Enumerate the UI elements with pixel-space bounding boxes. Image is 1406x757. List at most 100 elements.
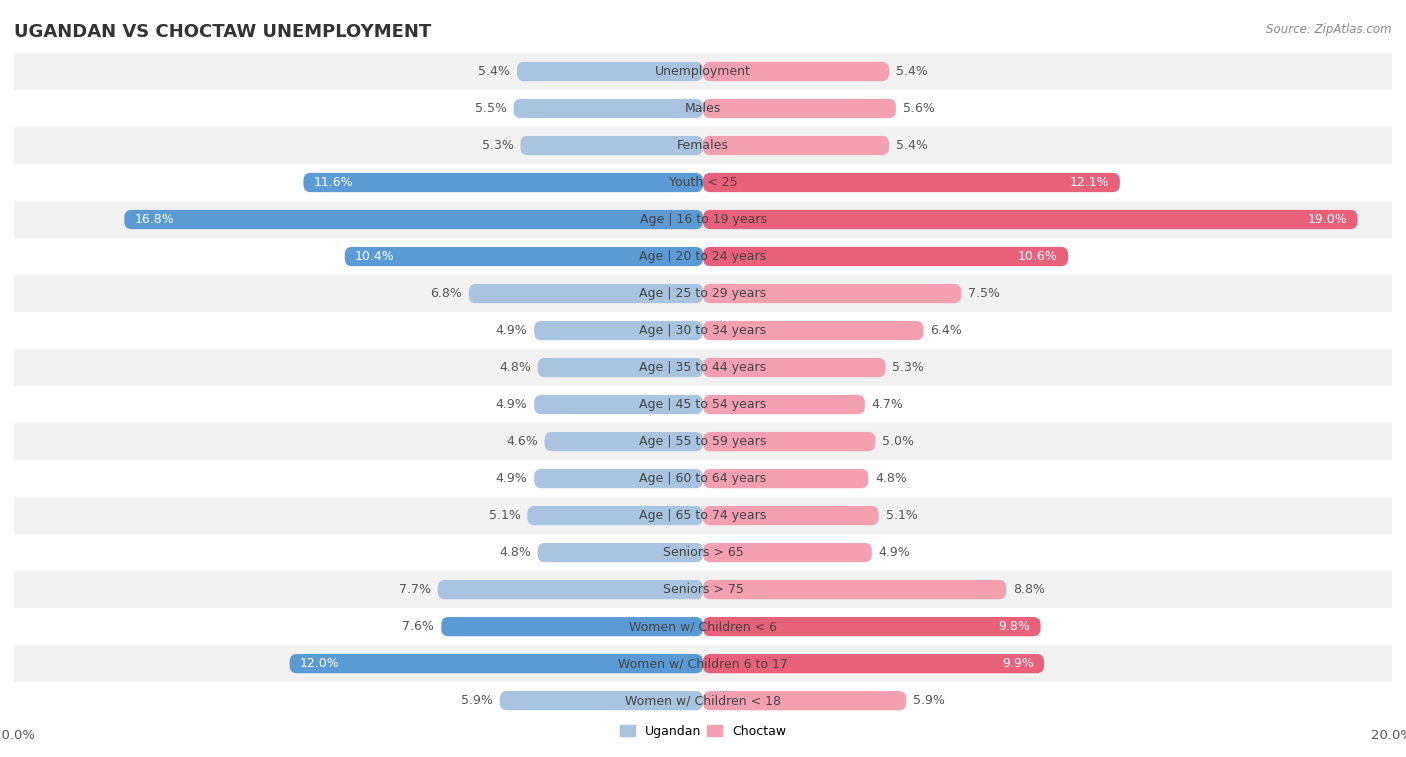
FancyBboxPatch shape — [703, 654, 1045, 673]
FancyBboxPatch shape — [703, 247, 1069, 266]
FancyBboxPatch shape — [703, 580, 1007, 600]
Text: Unemployment: Unemployment — [655, 65, 751, 78]
Text: Source: ZipAtlas.com: Source: ZipAtlas.com — [1267, 23, 1392, 36]
FancyBboxPatch shape — [534, 395, 703, 414]
Text: 5.5%: 5.5% — [475, 102, 506, 115]
Text: 4.8%: 4.8% — [499, 546, 531, 559]
Text: 19.0%: 19.0% — [1308, 213, 1347, 226]
Bar — [14, 534, 1392, 571]
FancyBboxPatch shape — [703, 136, 889, 155]
FancyBboxPatch shape — [703, 62, 889, 81]
FancyBboxPatch shape — [499, 691, 703, 710]
Text: Males: Males — [685, 102, 721, 115]
FancyBboxPatch shape — [703, 432, 875, 451]
FancyBboxPatch shape — [703, 284, 962, 303]
Text: 9.8%: 9.8% — [998, 620, 1031, 633]
Text: 5.9%: 5.9% — [912, 694, 945, 707]
Text: 4.8%: 4.8% — [499, 361, 531, 374]
Bar — [14, 386, 1392, 423]
Text: 4.6%: 4.6% — [506, 435, 537, 448]
Bar — [14, 238, 1392, 275]
Text: 4.9%: 4.9% — [879, 546, 911, 559]
Legend: Ugandan, Choctaw: Ugandan, Choctaw — [614, 720, 792, 743]
Bar — [14, 497, 1392, 534]
Text: 12.1%: 12.1% — [1070, 176, 1109, 189]
FancyBboxPatch shape — [534, 321, 703, 340]
Text: UGANDAN VS CHOCTAW UNEMPLOYMENT: UGANDAN VS CHOCTAW UNEMPLOYMENT — [14, 23, 432, 41]
FancyBboxPatch shape — [703, 173, 1119, 192]
FancyBboxPatch shape — [534, 469, 703, 488]
Text: Age | 16 to 19 years: Age | 16 to 19 years — [640, 213, 766, 226]
Text: Seniors > 75: Seniors > 75 — [662, 583, 744, 596]
Text: Age | 65 to 74 years: Age | 65 to 74 years — [640, 509, 766, 522]
FancyBboxPatch shape — [468, 284, 703, 303]
Text: Women w/ Children < 6: Women w/ Children < 6 — [628, 620, 778, 633]
FancyBboxPatch shape — [290, 654, 703, 673]
FancyBboxPatch shape — [703, 617, 1040, 636]
Text: 11.6%: 11.6% — [314, 176, 353, 189]
Text: 7.7%: 7.7% — [399, 583, 430, 596]
Text: Seniors > 65: Seniors > 65 — [662, 546, 744, 559]
Text: Women w/ Children 6 to 17: Women w/ Children 6 to 17 — [619, 657, 787, 670]
FancyBboxPatch shape — [517, 62, 703, 81]
Bar — [14, 127, 1392, 164]
Text: Age | 55 to 59 years: Age | 55 to 59 years — [640, 435, 766, 448]
Text: Age | 35 to 44 years: Age | 35 to 44 years — [640, 361, 766, 374]
Text: Youth < 25: Youth < 25 — [669, 176, 737, 189]
Text: Age | 25 to 29 years: Age | 25 to 29 years — [640, 287, 766, 300]
Text: 5.3%: 5.3% — [482, 139, 513, 152]
FancyBboxPatch shape — [437, 580, 703, 600]
Text: 5.1%: 5.1% — [886, 509, 918, 522]
Text: 4.9%: 4.9% — [495, 398, 527, 411]
FancyBboxPatch shape — [703, 99, 896, 118]
FancyBboxPatch shape — [703, 691, 907, 710]
Text: 5.0%: 5.0% — [882, 435, 914, 448]
Bar — [14, 275, 1392, 312]
FancyBboxPatch shape — [703, 395, 865, 414]
Text: 10.6%: 10.6% — [1018, 250, 1057, 263]
FancyBboxPatch shape — [703, 506, 879, 525]
Text: 7.5%: 7.5% — [969, 287, 1000, 300]
Text: 4.7%: 4.7% — [872, 398, 904, 411]
Text: 16.8%: 16.8% — [135, 213, 174, 226]
Text: 4.9%: 4.9% — [495, 472, 527, 485]
FancyBboxPatch shape — [703, 358, 886, 377]
Bar — [14, 571, 1392, 608]
Text: 5.4%: 5.4% — [896, 139, 928, 152]
Text: 4.8%: 4.8% — [875, 472, 907, 485]
Text: 5.4%: 5.4% — [896, 65, 928, 78]
Bar — [14, 682, 1392, 719]
FancyBboxPatch shape — [703, 210, 1358, 229]
Bar — [14, 423, 1392, 460]
FancyBboxPatch shape — [124, 210, 703, 229]
FancyBboxPatch shape — [544, 432, 703, 451]
Text: 10.4%: 10.4% — [356, 250, 395, 263]
Text: 5.1%: 5.1% — [488, 509, 520, 522]
Text: 6.4%: 6.4% — [931, 324, 962, 337]
FancyBboxPatch shape — [703, 543, 872, 562]
Text: Age | 60 to 64 years: Age | 60 to 64 years — [640, 472, 766, 485]
FancyBboxPatch shape — [527, 506, 703, 525]
FancyBboxPatch shape — [304, 173, 703, 192]
Text: Age | 20 to 24 years: Age | 20 to 24 years — [640, 250, 766, 263]
Text: Age | 45 to 54 years: Age | 45 to 54 years — [640, 398, 766, 411]
Bar — [14, 608, 1392, 645]
FancyBboxPatch shape — [344, 247, 703, 266]
FancyBboxPatch shape — [441, 617, 703, 636]
Text: 7.6%: 7.6% — [402, 620, 434, 633]
Text: Women w/ Children < 18: Women w/ Children < 18 — [626, 694, 780, 707]
Text: 5.3%: 5.3% — [893, 361, 924, 374]
Text: Females: Females — [678, 139, 728, 152]
FancyBboxPatch shape — [537, 358, 703, 377]
Text: 5.4%: 5.4% — [478, 65, 510, 78]
Text: 4.9%: 4.9% — [495, 324, 527, 337]
Text: 5.9%: 5.9% — [461, 694, 494, 707]
FancyBboxPatch shape — [520, 136, 703, 155]
Bar — [14, 460, 1392, 497]
Bar — [14, 312, 1392, 349]
FancyBboxPatch shape — [537, 543, 703, 562]
FancyBboxPatch shape — [703, 321, 924, 340]
FancyBboxPatch shape — [513, 99, 703, 118]
Text: 12.0%: 12.0% — [299, 657, 340, 670]
Bar — [14, 53, 1392, 90]
